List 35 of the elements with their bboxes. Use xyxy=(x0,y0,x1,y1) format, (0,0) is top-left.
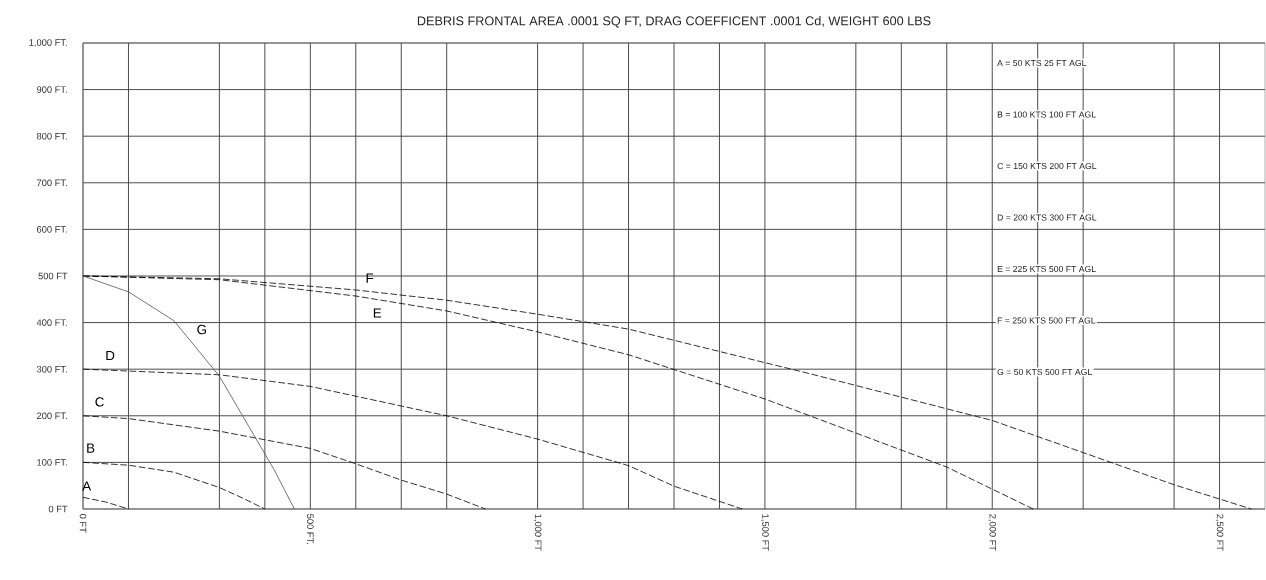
y-tick-label: 0 FT xyxy=(48,505,68,513)
y-tick-label: 200 FT. xyxy=(36,412,67,420)
annotation: E = 225 KTS 500 FT AGL xyxy=(997,265,1096,273)
x-tick-label: 1,000 FT xyxy=(533,514,542,551)
series-label: G xyxy=(197,324,207,335)
annotation: B = 100 KTS 100 FT AGL xyxy=(997,111,1096,118)
series-label: D xyxy=(106,350,115,361)
y-tick-label: 700 FT. xyxy=(36,179,67,187)
y-tick-label: 500 FT xyxy=(38,272,68,280)
annotation: C = 150 KTS 200 FT AGL xyxy=(997,162,1097,170)
x-tick-label: 1,500 FT xyxy=(761,514,769,551)
x-tick-label: 500 FT. xyxy=(307,514,314,544)
annotation: D = 200 KTS 300 FT AGL xyxy=(997,214,1097,221)
y-tick-label: 100 FT. xyxy=(37,459,67,466)
series-label: A xyxy=(82,481,92,491)
chart-title: DEBRIS FRONTAL AREA .0001 SQ FT, DRAG COEFFICENT .0001 Cd, WEIGHT 600 LBS xyxy=(417,16,931,28)
line-series xyxy=(82,415,486,510)
y-tick-label: 400 FT. xyxy=(36,319,67,326)
x-tick-label: 2,000 FT xyxy=(988,514,997,551)
annotation: F = 250 KTS 500 FT AGL xyxy=(997,317,1096,324)
y-tick-label: 800 FT. xyxy=(36,132,67,140)
y-tick-label: 1,000 FT. xyxy=(29,39,67,47)
annotation: A = 50 KTS 25 FT AGL xyxy=(997,59,1087,67)
y-tick-label: 900 FT. xyxy=(36,86,67,93)
line-series xyxy=(82,275,295,510)
line-series xyxy=(82,461,266,510)
series-label: C xyxy=(95,397,104,407)
series-label: B xyxy=(87,443,95,453)
annotation: G = 50 KTS 500 FT AGL xyxy=(997,368,1092,376)
y-tick-label: 300 FT. xyxy=(36,365,67,373)
series-label: F xyxy=(366,273,374,283)
y-tick-label: 600 FT. xyxy=(36,226,67,233)
x-tick-label: 2,500 FT xyxy=(1215,514,1224,551)
series-label: E xyxy=(373,308,382,318)
x-tick-label: 0 FT xyxy=(79,514,87,533)
